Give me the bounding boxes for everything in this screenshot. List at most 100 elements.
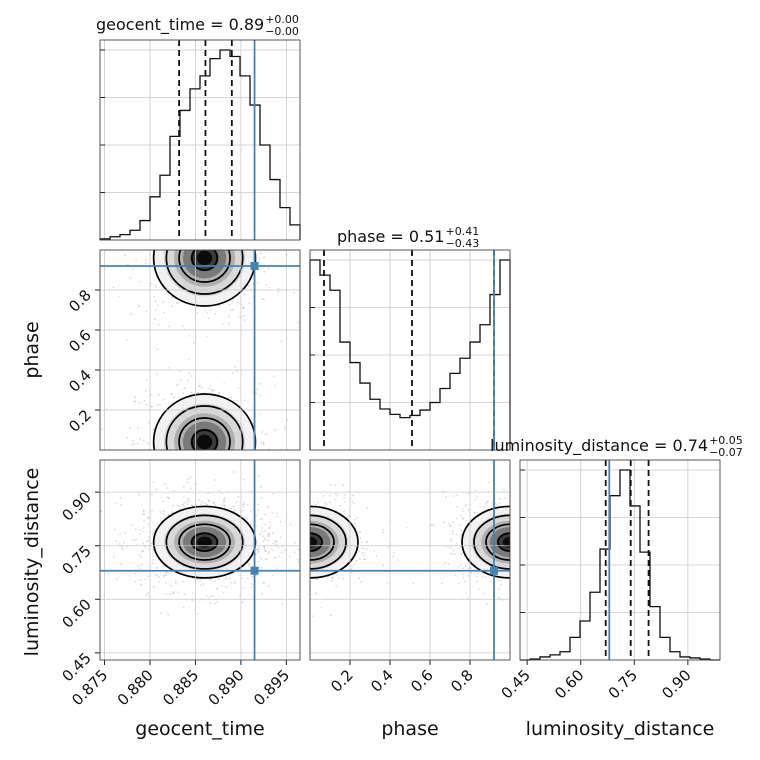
sample-point: [237, 315, 240, 318]
sample-point: [545, 550, 547, 552]
sample-point: [278, 589, 280, 591]
sample-point: [455, 517, 458, 520]
sample-point: [252, 391, 255, 393]
sample-point: [553, 561, 555, 563]
sample-point: [304, 542, 306, 544]
sample-point: [192, 450, 194, 452]
sample-point: [233, 399, 236, 402]
sample-point: [213, 460, 215, 462]
sample-point: [262, 535, 264, 538]
title-err-minus: −0.00: [265, 25, 299, 38]
xtick-label: 0.2: [327, 666, 357, 696]
sample-point: [170, 392, 173, 395]
sample-point: [238, 203, 240, 205]
sample-point: [536, 551, 538, 553]
sample-point: [532, 503, 534, 505]
sample-point: [269, 524, 272, 527]
sample-point: [242, 195, 244, 197]
xtick-label: 0.895: [250, 666, 293, 709]
sample-point: [511, 572, 513, 574]
sample-point: [362, 547, 364, 550]
sample-point: [224, 180, 226, 182]
sample-point: [518, 520, 520, 522]
sample-point: [143, 510, 145, 513]
sample-point: [517, 548, 519, 550]
sample-point: [294, 556, 296, 558]
sample-point: [518, 542, 520, 544]
sample-point: [170, 243, 172, 245]
sample-point: [249, 246, 251, 248]
sample-point: [142, 439, 145, 442]
sample-point: [223, 498, 226, 501]
sample-point: [218, 248, 220, 250]
sample-point: [155, 285, 157, 288]
sample-point: [280, 564, 282, 566]
sample-point: [207, 499, 210, 502]
sample-point: [517, 531, 519, 533]
sample-point: [517, 506, 519, 508]
sample-point: [225, 194, 227, 196]
sample-point: [294, 499, 296, 501]
sample-point: [192, 451, 194, 453]
sample-point: [329, 501, 332, 504]
sample-point: [155, 488, 158, 491]
sample-point: [344, 501, 346, 503]
sample-point: [157, 394, 160, 396]
sample-point: [211, 215, 213, 217]
sample-point: [238, 466, 240, 468]
marks-layer: [95, 40, 720, 665]
sample-point: [107, 573, 110, 576]
sample-point: [498, 497, 501, 500]
sample-point: [155, 224, 157, 226]
title-err-plus: +0.41: [445, 225, 479, 238]
sample-point: [515, 509, 517, 511]
sample-point: [470, 571, 473, 574]
sample-point: [135, 501, 137, 503]
sample-point: [198, 242, 200, 244]
sample-point: [352, 494, 355, 497]
sample-point: [182, 485, 185, 488]
sample-point: [143, 527, 145, 529]
sample-point: [272, 492, 275, 495]
density-level: [196, 536, 213, 548]
sample-point: [163, 311, 166, 314]
sample-point: [138, 305, 141, 308]
sample-point: [242, 307, 244, 310]
sample-point: [206, 478, 208, 480]
sample-point: [307, 510, 309, 512]
sample-point: [203, 472, 205, 474]
sample-point: [334, 492, 337, 495]
sample-point: [242, 473, 244, 475]
sample-point: [336, 574, 338, 576]
sample-point: [151, 562, 154, 565]
sample-point: [335, 585, 338, 588]
sample-point: [256, 472, 258, 474]
sample-point: [176, 383, 179, 386]
sample-point: [511, 542, 513, 544]
sample-point: [172, 481, 174, 483]
sample-point: [184, 232, 186, 234]
sample-point: [447, 563, 450, 565]
sample-point: [513, 516, 515, 518]
sample-point: [544, 540, 546, 542]
sample-point: [524, 535, 526, 537]
sample-point: [190, 375, 193, 378]
sample-point: [181, 325, 184, 328]
sample-point: [474, 489, 477, 492]
sample-point: [528, 529, 530, 531]
xlabel-luminosity-distance: luminosity_distance: [526, 718, 715, 740]
contour-1σ: [178, 250, 231, 283]
sample-point: [221, 474, 223, 476]
sample-point: [273, 375, 275, 378]
sample-point: [306, 521, 308, 523]
sample-point: [284, 575, 286, 577]
sample-point: [197, 210, 199, 212]
sample-point: [161, 484, 163, 486]
sample-point: [307, 541, 309, 543]
sample-point: [214, 241, 216, 243]
sample-point: [357, 550, 360, 552]
sample-point: [268, 286, 271, 289]
sample-point: [292, 489, 294, 491]
sample-point: [145, 310, 148, 313]
sample-point: [145, 593, 148, 596]
